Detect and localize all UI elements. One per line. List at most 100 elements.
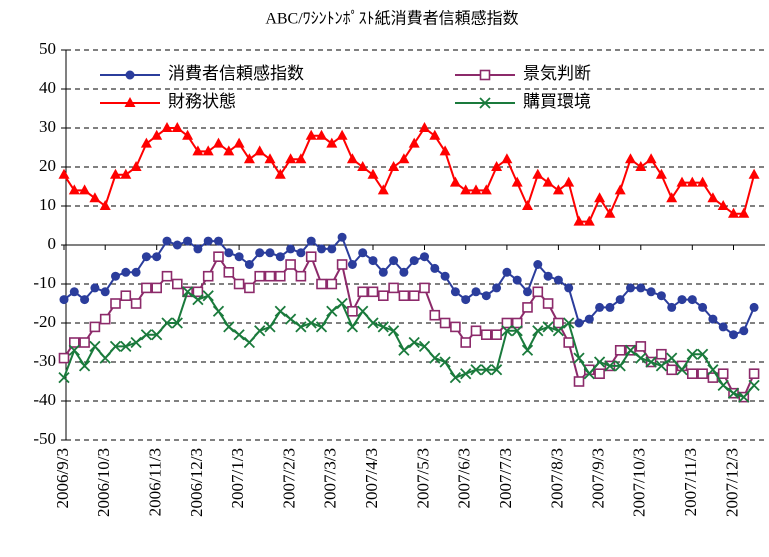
marker xyxy=(408,290,420,302)
marker xyxy=(666,352,678,364)
marker xyxy=(336,129,348,140)
x-tick-label: 2007/12/3 xyxy=(722,448,741,517)
marker xyxy=(573,352,585,364)
marker xyxy=(254,325,266,337)
marker xyxy=(408,137,420,148)
marker xyxy=(615,295,625,305)
marker xyxy=(387,325,400,337)
marker xyxy=(420,252,429,262)
marker xyxy=(398,153,410,164)
marker xyxy=(687,295,697,305)
marker xyxy=(316,129,327,140)
marker xyxy=(346,321,359,333)
marker xyxy=(419,282,430,294)
marker xyxy=(131,267,141,277)
marker xyxy=(533,260,543,269)
marker xyxy=(89,192,101,203)
marker xyxy=(717,200,729,210)
y-tick-label: 20 xyxy=(39,156,56,175)
marker xyxy=(522,200,533,210)
marker xyxy=(748,168,760,179)
marker xyxy=(367,168,379,179)
marker xyxy=(480,364,492,376)
marker xyxy=(583,215,595,226)
marker xyxy=(326,278,338,290)
marker xyxy=(389,256,399,266)
marker xyxy=(183,236,193,246)
marker xyxy=(543,271,553,281)
marker xyxy=(656,348,667,360)
marker xyxy=(274,168,286,179)
marker xyxy=(727,387,740,399)
marker xyxy=(398,344,410,356)
marker xyxy=(739,326,749,336)
marker xyxy=(440,271,450,281)
marker xyxy=(326,305,338,317)
marker xyxy=(749,302,759,312)
marker xyxy=(471,287,481,297)
marker xyxy=(367,286,379,298)
marker xyxy=(563,176,575,187)
series-line xyxy=(63,126,756,223)
marker xyxy=(111,271,120,281)
marker xyxy=(439,145,451,156)
marker xyxy=(244,282,255,294)
marker xyxy=(418,340,431,353)
marker xyxy=(285,259,296,270)
marker xyxy=(501,153,513,164)
marker xyxy=(214,236,223,246)
x-tick-label: 2007/2/3 xyxy=(280,448,299,508)
marker xyxy=(429,352,441,364)
marker xyxy=(409,256,419,266)
marker xyxy=(151,282,162,294)
marker xyxy=(450,287,460,297)
marker xyxy=(264,321,276,333)
marker xyxy=(399,267,409,277)
marker xyxy=(624,344,637,356)
marker xyxy=(203,236,213,246)
marker xyxy=(110,168,121,179)
marker xyxy=(511,325,523,337)
marker xyxy=(594,368,605,380)
marker xyxy=(151,329,163,341)
marker xyxy=(479,69,491,81)
marker xyxy=(686,348,698,360)
marker xyxy=(275,252,285,262)
marker xyxy=(460,184,472,195)
x-tick-label: 2007/3/3 xyxy=(321,448,340,508)
chart-title: ABC/ﾜｼﾝﾄﾝﾎﾟｽﾄ紙消費者信頼感指数 xyxy=(265,10,518,28)
marker xyxy=(594,192,606,203)
marker xyxy=(574,318,584,328)
marker xyxy=(605,302,615,312)
marker xyxy=(430,263,440,273)
marker xyxy=(162,236,172,246)
x-tick-label: 2006/12/3 xyxy=(187,448,206,517)
marker xyxy=(491,161,503,171)
marker xyxy=(109,340,122,353)
marker xyxy=(460,337,472,348)
marker xyxy=(542,176,554,187)
marker xyxy=(243,153,255,164)
marker xyxy=(130,298,142,309)
y-tick-label: -30 xyxy=(33,351,56,370)
marker xyxy=(553,317,564,329)
series-line xyxy=(63,290,755,399)
marker xyxy=(161,317,173,329)
legend-label: 財務状態 xyxy=(168,92,236,111)
marker xyxy=(604,360,616,372)
marker xyxy=(501,317,513,329)
y-tick-label: 10 xyxy=(39,195,56,214)
marker xyxy=(429,309,441,321)
marker xyxy=(79,337,90,348)
marker xyxy=(512,275,522,285)
marker xyxy=(697,176,709,187)
marker xyxy=(255,248,265,258)
marker xyxy=(296,248,306,258)
y-tick-label: 50 xyxy=(39,39,56,58)
marker xyxy=(542,321,554,333)
marker xyxy=(626,283,635,293)
marker xyxy=(492,283,502,293)
marker xyxy=(99,352,111,364)
x-tick-label: 2007/10/3 xyxy=(630,448,649,517)
